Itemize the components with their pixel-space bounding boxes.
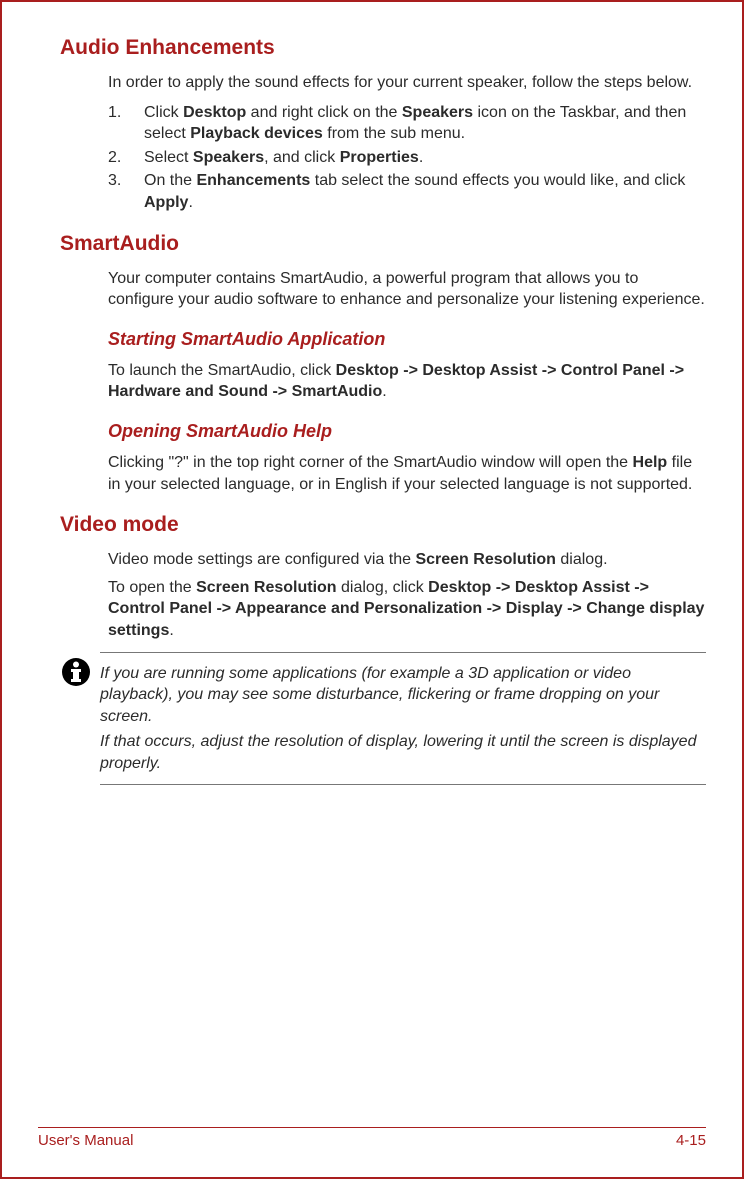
bold-text: Screen Resolution (415, 551, 555, 568)
text: Video mode settings are configured via t… (108, 551, 415, 568)
list-body: On the Enhancements tab select the sound… (144, 170, 706, 213)
list-body: Click Desktop and right click on the Spe… (144, 102, 706, 145)
info-icon (60, 656, 92, 693)
audio-intro: In order to apply the sound effects for … (108, 72, 706, 94)
list-item: 3. On the Enhancements tab select the so… (108, 170, 706, 213)
info-note: If you are running some applications (fo… (60, 652, 706, 786)
audio-steps-list: 1. Click Desktop and right click on the … (108, 102, 706, 214)
text: Click (144, 104, 183, 121)
text: Clicking "?" in the top right corner of … (108, 454, 633, 471)
text: . (419, 149, 423, 166)
text: To launch the SmartAudio, click (108, 362, 336, 379)
text: dialog, click (337, 579, 429, 596)
smartaudio-intro: Your computer contains SmartAudio, a pow… (108, 268, 706, 311)
bold-text: Desktop (183, 104, 246, 121)
heading-audio-enhancements: Audio Enhancements (60, 36, 706, 60)
bold-text: Properties (340, 149, 419, 166)
bold-text: Apply (144, 194, 188, 211)
text: tab select the sound effects you would l… (310, 172, 685, 189)
bold-text: Speakers (402, 104, 473, 121)
manual-page: Audio Enhancements In order to apply the… (0, 0, 744, 1179)
bold-text: Screen Resolution (196, 579, 336, 596)
list-item: 2. Select Speakers, and click Properties… (108, 147, 706, 169)
bold-text: Help (633, 454, 668, 471)
text: dialog. (556, 551, 608, 568)
footer-right: 4-15 (676, 1132, 706, 1149)
text: . (382, 383, 386, 400)
list-number: 2. (108, 147, 144, 169)
page-footer: User's Manual 4-15 (38, 1127, 706, 1149)
footer-left: User's Manual (38, 1132, 133, 1149)
list-item: 1. Click Desktop and right click on the … (108, 102, 706, 145)
list-body: Select Speakers, and click Properties. (144, 147, 706, 169)
text: On the (144, 172, 196, 189)
heading-video-mode: Video mode (60, 513, 706, 537)
heading-starting-smartaudio: Starting SmartAudio Application (108, 329, 706, 350)
note-text-1: If you are running some applications (fo… (100, 663, 706, 728)
note-body: If you are running some applications (fo… (100, 652, 706, 786)
text: , and click (264, 149, 340, 166)
opening-smartaudio-help-text: Clicking "?" in the top right corner of … (108, 452, 706, 495)
list-number: 1. (108, 102, 144, 145)
text: To open the (108, 579, 196, 596)
heading-smartaudio: SmartAudio (60, 232, 706, 256)
starting-smartaudio-text: To launch the SmartAudio, click Desktop … (108, 360, 706, 403)
bold-text: Enhancements (196, 172, 310, 189)
text: from the sub menu. (323, 125, 465, 142)
text: Select (144, 149, 193, 166)
text: . (188, 194, 192, 211)
bold-text: Speakers (193, 149, 264, 166)
bold-text: Playback devices (190, 125, 323, 142)
note-text-2: If that occurs, adjust the resolution of… (100, 731, 706, 774)
video-p1: Video mode settings are configured via t… (108, 549, 706, 571)
text: . (169, 622, 173, 639)
heading-opening-smartaudio-help: Opening SmartAudio Help (108, 421, 706, 442)
video-p2: To open the Screen Resolution dialog, cl… (108, 577, 706, 642)
text: and right click on the (246, 104, 402, 121)
list-number: 3. (108, 170, 144, 213)
